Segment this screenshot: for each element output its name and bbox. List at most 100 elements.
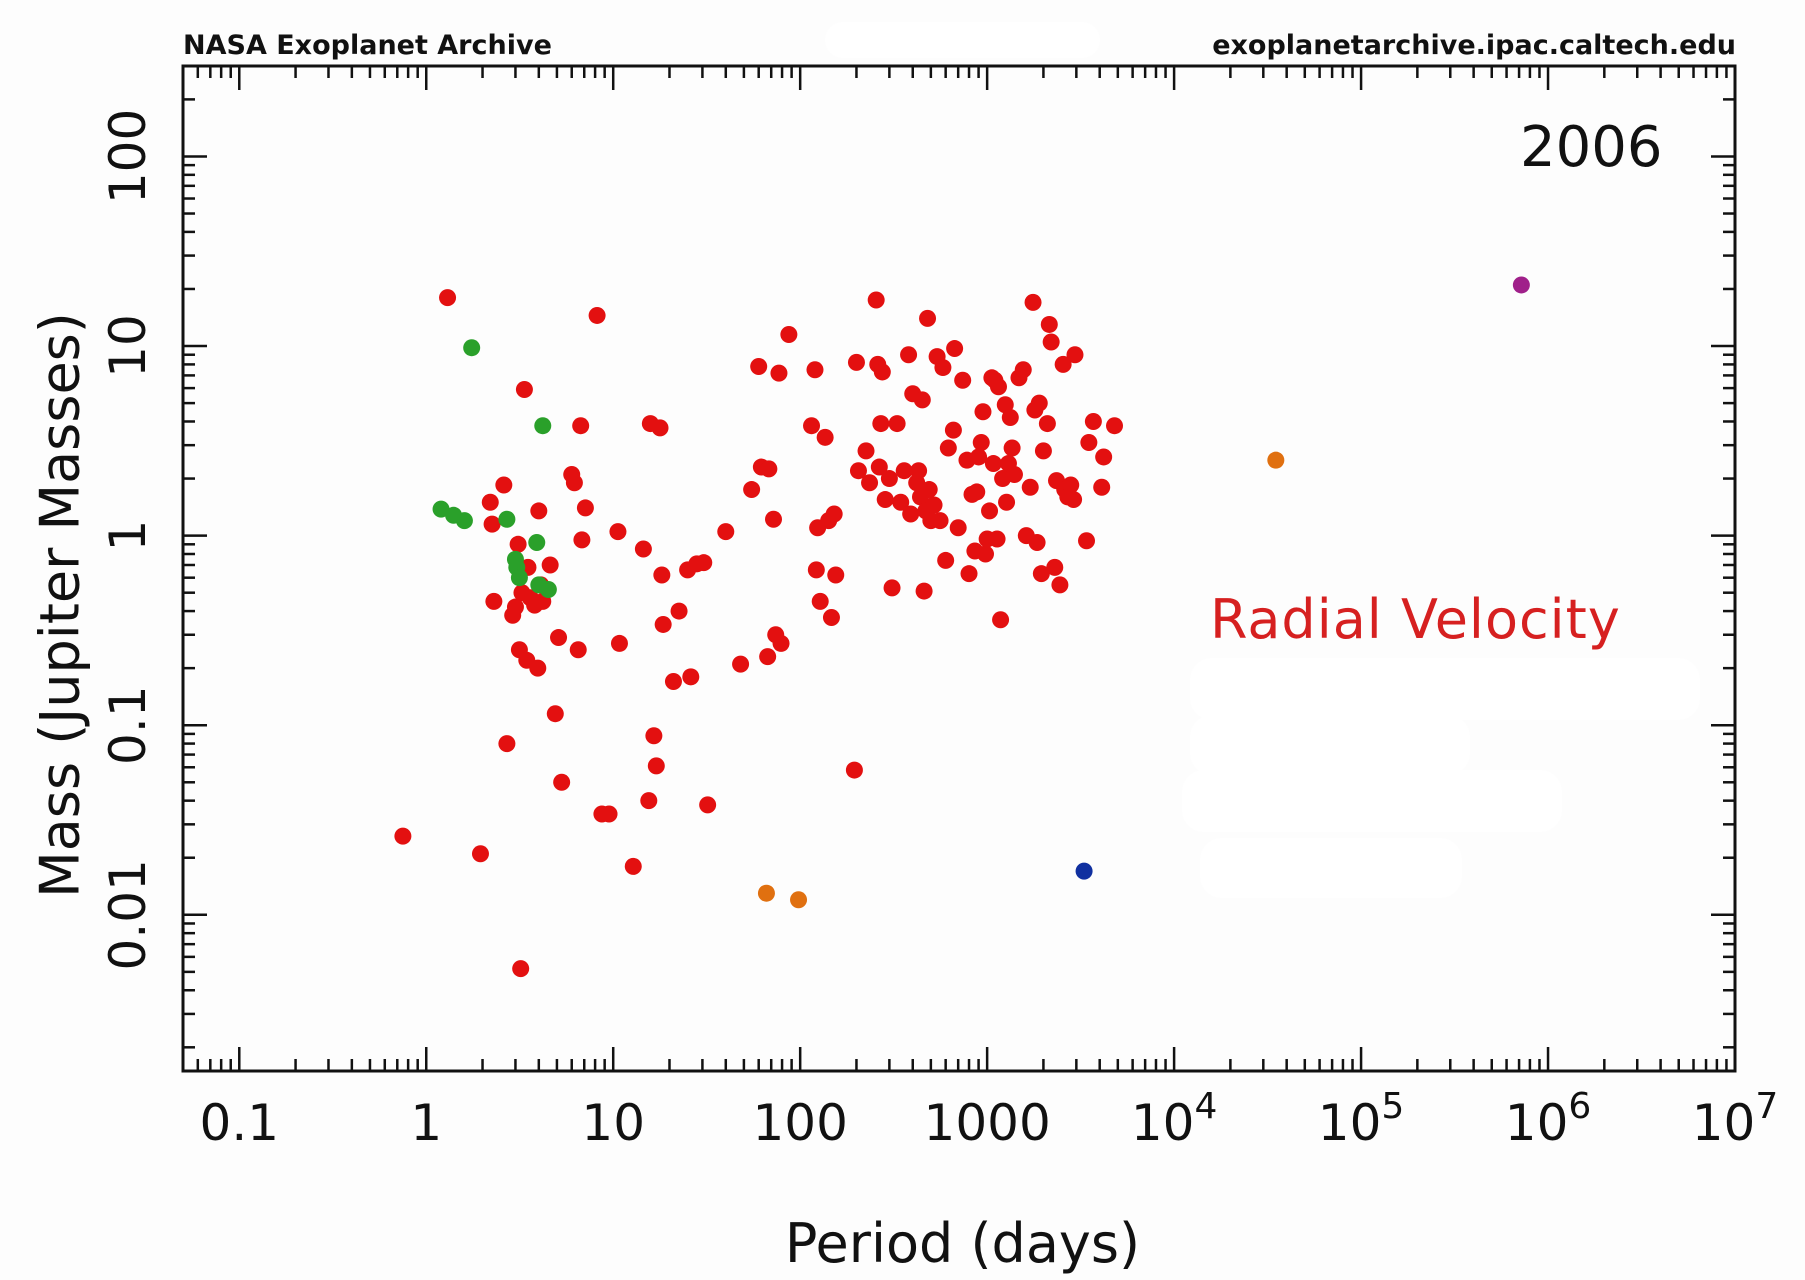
point-radial-velocity bbox=[541, 556, 559, 574]
point-transit bbox=[455, 512, 473, 530]
point-radial-velocity bbox=[1051, 576, 1069, 594]
point-radial-velocity bbox=[872, 415, 890, 433]
point-radial-velocity bbox=[770, 364, 788, 382]
point-radial-velocity bbox=[640, 792, 658, 810]
x-tick-label: 105 bbox=[1318, 1086, 1405, 1152]
point-radial-velocity bbox=[998, 493, 1016, 511]
point-radial-velocity bbox=[1005, 466, 1023, 484]
point-transit bbox=[498, 510, 516, 528]
point-radial-velocity bbox=[576, 499, 594, 517]
point-radial-velocity bbox=[394, 827, 412, 845]
point-radial-velocity bbox=[895, 462, 913, 480]
x-tick-label: 1 bbox=[410, 1094, 442, 1152]
point-radial-velocity bbox=[1021, 478, 1039, 496]
point-radial-velocity bbox=[970, 448, 988, 466]
point-radial-velocity bbox=[509, 535, 527, 553]
point-radial-velocity bbox=[750, 357, 768, 375]
point-radial-velocity bbox=[481, 493, 499, 511]
point-radial-velocity bbox=[873, 363, 891, 381]
x-tick-label: 10 bbox=[581, 1094, 645, 1152]
redacted-area bbox=[825, 22, 1100, 58]
point-imaging bbox=[1512, 276, 1530, 294]
point-radial-velocity bbox=[695, 554, 713, 572]
point-radial-velocity bbox=[920, 481, 938, 499]
point-radial-velocity bbox=[1106, 417, 1124, 435]
x-tick-label: 106 bbox=[1505, 1086, 1592, 1152]
point-radial-velocity bbox=[1066, 346, 1084, 364]
point-radial-velocity bbox=[915, 582, 933, 600]
data-points bbox=[394, 276, 1530, 978]
point-radial-velocity bbox=[803, 417, 821, 435]
x-tick-label: 100 bbox=[752, 1094, 847, 1152]
redacted-area bbox=[1200, 838, 1462, 898]
point-radial-velocity bbox=[949, 519, 967, 537]
point-radial-velocity bbox=[1038, 415, 1056, 433]
point-radial-velocity bbox=[495, 476, 513, 494]
point-radial-velocity bbox=[717, 523, 735, 541]
point-transit bbox=[534, 417, 552, 435]
point-radial-velocity bbox=[913, 391, 931, 409]
point-radial-velocity bbox=[529, 659, 547, 677]
point-radial-velocity bbox=[992, 611, 1010, 629]
point-radial-velocity bbox=[806, 361, 824, 379]
point-radial-velocity bbox=[760, 460, 778, 478]
point-radial-velocity bbox=[1084, 412, 1102, 430]
point-radial-velocity bbox=[931, 512, 949, 530]
point-microlensing bbox=[790, 891, 808, 909]
point-radial-velocity bbox=[498, 735, 516, 753]
point-radial-velocity bbox=[651, 419, 669, 437]
point-radial-velocity bbox=[546, 705, 564, 723]
x-tick-label: 107 bbox=[1692, 1086, 1779, 1152]
point-radial-velocity bbox=[888, 415, 906, 433]
point-radial-velocity bbox=[485, 592, 503, 610]
point-radial-velocity bbox=[600, 805, 618, 823]
point-radial-velocity bbox=[919, 309, 937, 327]
y-tick-labels: 0.01 0.1 1 10 100 bbox=[99, 109, 157, 971]
point-radial-velocity bbox=[654, 615, 672, 633]
point-radial-velocity bbox=[946, 340, 964, 358]
redacted-area bbox=[1190, 715, 1470, 775]
x-axis-title: Period (days) bbox=[784, 1212, 1141, 1275]
y-tick-label: 100 bbox=[99, 109, 157, 204]
point-radial-velocity bbox=[530, 502, 548, 520]
point-transit bbox=[528, 533, 546, 551]
point-radial-velocity bbox=[759, 648, 777, 666]
point-radial-velocity bbox=[972, 433, 990, 451]
point-transit bbox=[463, 339, 481, 357]
point-radial-velocity bbox=[925, 496, 943, 514]
point-radial-velocity bbox=[506, 598, 524, 616]
point-radial-velocity bbox=[483, 515, 501, 533]
point-radial-velocity bbox=[1028, 533, 1046, 551]
point-radial-velocity bbox=[609, 523, 627, 541]
point-radial-velocity bbox=[1032, 565, 1050, 583]
x-tick-label: 1000 bbox=[924, 1094, 1051, 1152]
point-radial-velocity bbox=[937, 551, 955, 569]
redacted-area bbox=[1190, 658, 1700, 720]
point-radial-velocity bbox=[825, 505, 843, 523]
point-radial-velocity bbox=[988, 530, 1006, 548]
point-radial-velocity bbox=[772, 634, 790, 652]
point-radial-velocity bbox=[934, 359, 952, 377]
point-radial-velocity bbox=[845, 761, 863, 779]
plot-frame bbox=[181, 64, 1737, 1073]
point-radial-velocity bbox=[670, 602, 688, 620]
point-radial-velocity bbox=[588, 306, 606, 324]
point-radial-velocity bbox=[954, 371, 972, 389]
legend-radial-velocity: Radial Velocity bbox=[1210, 588, 1621, 651]
point-radial-velocity bbox=[1078, 532, 1096, 550]
point-radial-velocity bbox=[822, 608, 840, 626]
point-radial-velocity bbox=[981, 502, 999, 520]
point-radial-velocity bbox=[682, 668, 700, 686]
point-radial-velocity bbox=[647, 757, 665, 775]
point-radial-velocity bbox=[565, 474, 583, 492]
point-radial-velocity bbox=[827, 566, 845, 584]
point-radial-velocity bbox=[624, 857, 642, 875]
y-tick-label: 0.01 bbox=[99, 859, 157, 970]
header-source-name: NASA Exoplanet Archive bbox=[183, 30, 552, 61]
point-radial-velocity bbox=[471, 845, 489, 863]
point-radial-velocity bbox=[902, 505, 920, 523]
axis-ticks bbox=[181, 64, 1737, 1071]
point-radial-velocity bbox=[807, 561, 825, 579]
point-radial-velocity bbox=[1001, 408, 1019, 426]
